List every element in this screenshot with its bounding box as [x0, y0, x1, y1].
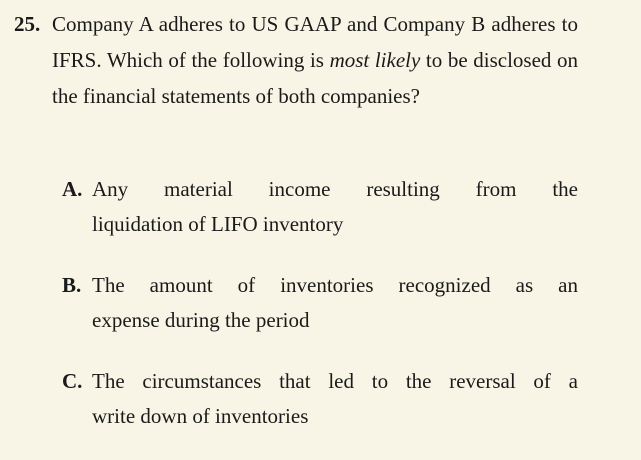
option-text: The amount of inventories recognized as … [92, 268, 578, 338]
question-emphasis: most likely [329, 48, 421, 72]
option-letter: C. [62, 369, 83, 393]
question-text: Company A adheres to US GAAP and Company… [52, 6, 578, 114]
option-line: write down of inventories [92, 404, 309, 428]
option-line: Any material income resulting from the [92, 177, 578, 201]
option-c[interactable]: C. The circumstances that led to the rev… [62, 364, 578, 434]
option-line: The amount of inventories recognized as … [92, 273, 578, 297]
option-b[interactable]: B. The amount of inventories recognized … [62, 268, 578, 338]
option-letter: A. [62, 177, 83, 201]
question-text-after: to be disclosed on the financial stateme… [52, 48, 578, 108]
option-text: The circumstances that led to the revers… [92, 364, 578, 434]
question-number: 25. [14, 12, 41, 36]
option-line: liquidation of LIFO inventory [92, 212, 344, 236]
option-text: Any material income resulting from the l… [92, 172, 578, 242]
question-text-before: Company A adheres to US GAAP and Company… [52, 12, 578, 72]
option-a[interactable]: A. Any material income resulting from th… [62, 172, 578, 242]
option-letter: B. [62, 273, 82, 297]
answer-options: A. Any material income resulting from th… [62, 172, 578, 460]
question-block: 25. Company A adheres to US GAAP and Com… [14, 6, 578, 114]
option-line: The circumstances that led to the revers… [92, 369, 578, 393]
question-row: 25. Company A adheres to US GAAP and Com… [14, 6, 578, 114]
option-line: expense during the period [92, 308, 310, 332]
